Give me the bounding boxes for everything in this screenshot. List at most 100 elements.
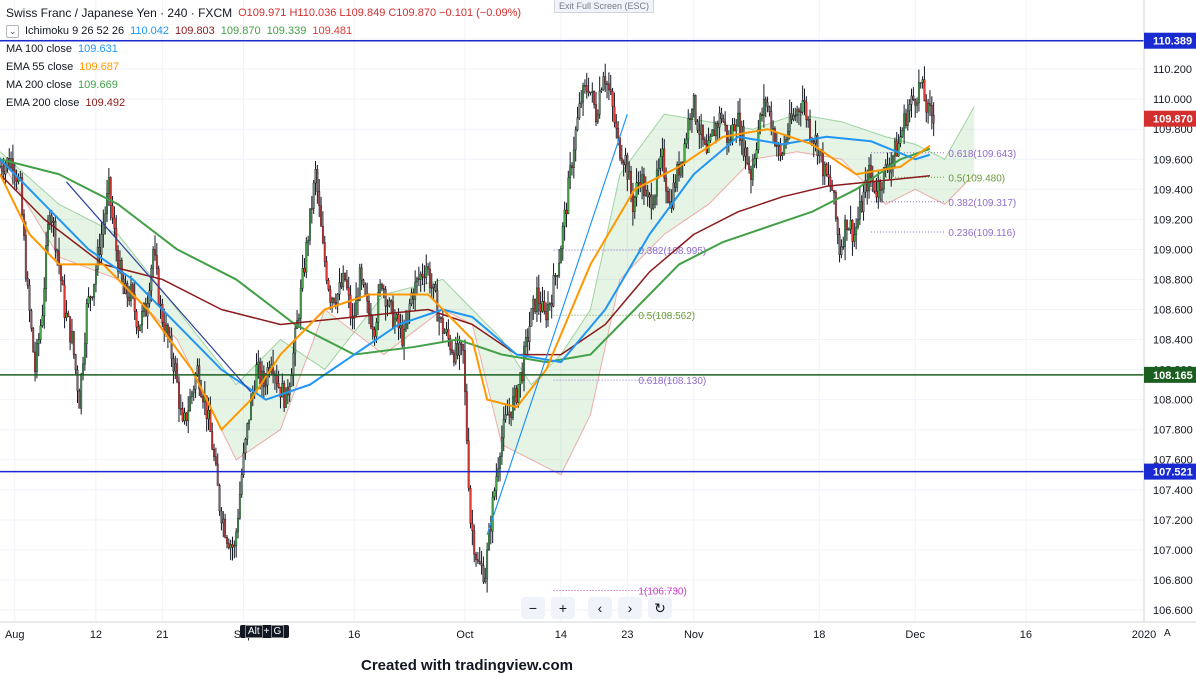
- candle-up: [552, 275, 555, 307]
- candle: [41, 304, 44, 328]
- candle: [314, 160, 317, 196]
- scroll-left-icon[interactable]: ‹: [588, 597, 612, 619]
- candle: [301, 254, 304, 292]
- candle-down: [467, 440, 470, 489]
- candle-down: [799, 111, 802, 114]
- candle-down: [320, 205, 323, 227]
- candle: [796, 105, 799, 123]
- candle: [349, 285, 352, 326]
- candle: [713, 116, 716, 137]
- candle: [390, 299, 393, 315]
- candle: [26, 271, 29, 289]
- candle-down: [851, 220, 854, 242]
- candle: [892, 154, 895, 177]
- candle-up: [445, 329, 448, 333]
- candle: [45, 231, 48, 302]
- candle-down: [384, 289, 387, 307]
- candle: [818, 149, 821, 164]
- candle-down: [609, 89, 612, 92]
- candle-down: [216, 463, 219, 486]
- indicator-ma100[interactable]: MA 100 close 109.631: [6, 40, 521, 58]
- ichimoku-label[interactable]: Ichimoku 9 26 52 26: [25, 25, 125, 37]
- candle-down: [321, 225, 324, 243]
- candle-up: [718, 112, 721, 128]
- candle: [606, 80, 609, 99]
- candle: [185, 412, 188, 427]
- candle-up: [637, 182, 640, 184]
- time-tick-label: Nov: [684, 629, 704, 641]
- candle-down: [98, 246, 101, 255]
- candle-up: [484, 578, 487, 583]
- candle: [58, 237, 60, 275]
- candle-down: [932, 115, 935, 124]
- candle-up: [910, 95, 913, 105]
- candle: [903, 104, 906, 145]
- indicator-ma200[interactable]: MA 200 close 109.669: [6, 76, 521, 94]
- candle-up: [404, 323, 407, 330]
- candle: [724, 111, 727, 132]
- candle-up: [82, 363, 84, 375]
- candle: [901, 127, 904, 138]
- candle-down: [482, 565, 485, 583]
- candle: [535, 276, 538, 322]
- candle: [222, 511, 225, 538]
- indicator-ema200[interactable]: EMA 200 close 109.492: [6, 94, 521, 112]
- candle-down: [646, 189, 649, 198]
- candle-up: [233, 545, 236, 548]
- zoom-out-icon[interactable]: −: [521, 597, 545, 619]
- candle-down: [471, 523, 474, 531]
- candle: [700, 113, 703, 149]
- candle-down: [24, 235, 27, 279]
- candle-up: [921, 79, 924, 83]
- candle-down: [417, 278, 420, 280]
- candle-down: [534, 298, 537, 312]
- candle-up: [165, 324, 168, 333]
- candle: [834, 190, 837, 222]
- candle: [875, 178, 878, 203]
- candle: [751, 154, 754, 186]
- candle: [807, 116, 810, 128]
- candle-up: [331, 298, 334, 303]
- candle-up: [48, 215, 51, 225]
- candle-up: [737, 112, 740, 126]
- candle-up: [410, 292, 413, 305]
- candle-up: [375, 322, 378, 337]
- candle-up: [654, 195, 656, 205]
- indicator-ema55[interactable]: EMA 55 close 109.687: [6, 58, 521, 76]
- candle-up: [183, 412, 186, 422]
- candle: [583, 79, 586, 94]
- reset-chart-icon[interactable]: ↻: [648, 597, 672, 619]
- candle: [24, 221, 27, 282]
- candle-up: [301, 267, 304, 289]
- candle: [543, 290, 546, 315]
- candle-down: [912, 95, 915, 100]
- candle-up: [598, 90, 601, 115]
- collapse-legend-icon[interactable]: ⌄: [6, 24, 19, 38]
- candle: [462, 343, 465, 364]
- candle: [654, 194, 656, 209]
- ichimoku-cloud: [531, 354, 561, 475]
- candle: [67, 310, 70, 318]
- candle: [528, 311, 531, 351]
- candle: [626, 152, 629, 192]
- candle: [233, 540, 236, 559]
- candle: [823, 161, 826, 186]
- exit-fullscreen-button[interactable]: Exit Full Screen (ESC): [554, 0, 655, 13]
- candle-up: [438, 317, 441, 322]
- candle: [78, 388, 81, 409]
- candle-up: [500, 437, 503, 457]
- candle-up: [690, 108, 693, 120]
- candle-up: [238, 494, 241, 519]
- candle-up: [919, 82, 922, 84]
- zoom-in-icon[interactable]: +: [551, 597, 575, 619]
- candle-up: [102, 223, 105, 235]
- scroll-right-icon[interactable]: ›: [618, 597, 642, 619]
- auto-scale-button[interactable]: A: [1164, 628, 1171, 639]
- candle-up: [139, 324, 142, 331]
- candle: [154, 235, 156, 261]
- candle: [257, 350, 260, 379]
- candle: [161, 298, 164, 328]
- candle: [698, 116, 701, 149]
- candle: [615, 114, 618, 139]
